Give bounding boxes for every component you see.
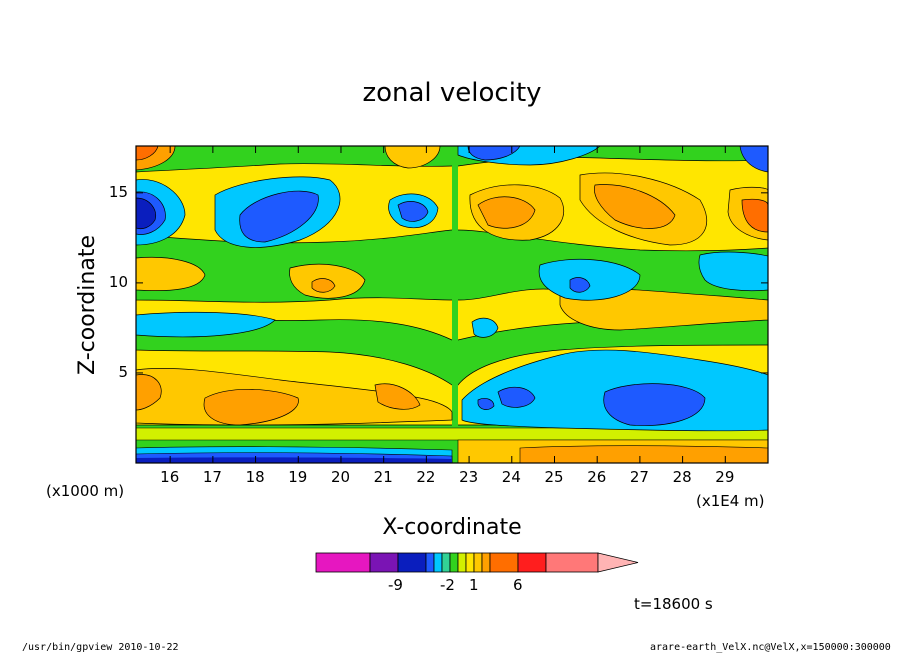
cyan-region xyxy=(739,146,768,173)
blue-core xyxy=(603,383,706,426)
colorbar-label: -9 xyxy=(388,576,403,594)
x-tick-label: 18 xyxy=(245,468,265,486)
x-tick-label: 19 xyxy=(288,468,308,486)
colorbar-segment xyxy=(449,552,459,573)
x-tick-label: 22 xyxy=(416,468,436,486)
x-tick-label: 16 xyxy=(160,468,180,486)
orange-core xyxy=(519,445,768,463)
x-tick-label: 21 xyxy=(373,468,393,486)
colorbar-segment xyxy=(481,552,491,573)
x-tick-label: 23 xyxy=(459,468,479,486)
orange-core xyxy=(594,184,676,229)
blue-core xyxy=(397,201,429,222)
blue-core xyxy=(136,197,156,230)
chart-title: zonal velocity xyxy=(362,78,542,108)
orange-core xyxy=(311,278,336,293)
colorbar xyxy=(315,552,639,573)
green-column xyxy=(452,146,458,463)
colorbar-segment xyxy=(315,552,371,573)
cyan-region xyxy=(136,311,276,338)
colorbar-segment xyxy=(397,552,427,573)
blue-core xyxy=(569,277,591,293)
colorbar-segment xyxy=(473,552,483,573)
blue-core xyxy=(239,190,319,243)
x-tick-label: 26 xyxy=(587,468,607,486)
blue-core xyxy=(497,386,536,408)
x-tick-label: 24 xyxy=(501,468,521,486)
colorbar-extend-arrow xyxy=(597,552,639,573)
bottom-band xyxy=(136,457,452,463)
x-tick-label: 20 xyxy=(330,468,351,486)
orange-region xyxy=(136,257,206,291)
blue-core xyxy=(477,398,495,410)
orange-core xyxy=(203,389,299,426)
cyan-region xyxy=(538,258,641,301)
orange-core xyxy=(374,383,421,410)
footer-left: /usr/bin/gpview 2010-10-22 xyxy=(22,642,179,653)
cyan-region xyxy=(698,251,768,292)
colorbar-segment xyxy=(425,552,435,573)
colorbar-segment xyxy=(545,552,599,573)
y-axis-label: Z-coordinate xyxy=(75,235,100,375)
y-tick-label: 15 xyxy=(108,182,128,201)
colorbar-segment xyxy=(433,552,443,573)
x-tick-label: 17 xyxy=(202,468,222,486)
y-tick-label: 5 xyxy=(118,362,128,381)
x-tick-label: 29 xyxy=(715,468,735,486)
plot-frame xyxy=(135,145,769,464)
colorbar-segment xyxy=(441,552,451,573)
cyan-region xyxy=(471,317,499,338)
orange-core xyxy=(136,374,162,411)
x-axis-label: X-coordinate xyxy=(382,515,522,540)
y-unit-note: (x1000 m) xyxy=(46,482,125,500)
x-unit-note: (x1E4 m) xyxy=(696,492,765,510)
colorbar-label: 6 xyxy=(513,576,523,594)
tick-marks xyxy=(136,146,768,463)
orange-core xyxy=(477,196,536,229)
x-tick-label: 28 xyxy=(672,468,692,486)
colorbar-segment xyxy=(517,552,547,573)
x-tick-label: 25 xyxy=(544,468,564,486)
colorbar-segment xyxy=(465,552,475,573)
colorbar-label: 1 xyxy=(469,576,479,594)
y-tick-label: 10 xyxy=(108,272,128,291)
time-label: t=18600 s xyxy=(634,595,713,613)
colorbar-segment xyxy=(489,552,519,573)
footer-right: arare-earth_VelX.nc@VelX,x=150000:300000 xyxy=(650,642,891,653)
x-tick-label: 27 xyxy=(629,468,649,486)
orange-core xyxy=(741,198,768,233)
colorbar-segment xyxy=(369,552,399,573)
colorbar-label: -2 xyxy=(440,576,455,594)
colorbar-segment xyxy=(457,552,467,573)
